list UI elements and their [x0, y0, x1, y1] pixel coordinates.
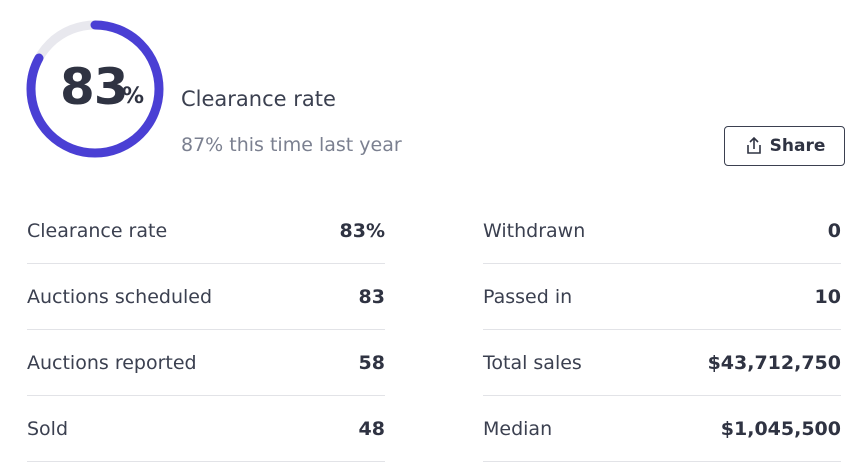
- stat-label: Passed in: [483, 285, 573, 308]
- gauge-value: 83: [60, 58, 129, 116]
- gauge: [26, 20, 164, 158]
- stat-value: 10: [814, 285, 841, 308]
- gauge-label: Clearance rate: [181, 87, 336, 111]
- stat-row: Withdrawn 0: [483, 198, 841, 264]
- share-button[interactable]: Share: [724, 126, 845, 166]
- stat-value: 0: [827, 219, 841, 242]
- stat-label: Withdrawn: [483, 219, 586, 242]
- stat-value: 58: [358, 351, 385, 374]
- stat-row: Auctions scheduled 83: [27, 264, 385, 330]
- stat-value: 83%: [339, 219, 385, 242]
- stat-label: Median: [483, 417, 553, 440]
- stat-value: 48: [358, 417, 385, 440]
- stat-value: $43,712,750: [707, 351, 841, 374]
- share-icon: [746, 136, 761, 154]
- stat-row: Sold 48: [27, 396, 385, 462]
- stat-label: Clearance rate: [27, 219, 168, 242]
- stat-label: Total sales: [483, 351, 582, 374]
- stat-label: Sold: [27, 417, 69, 440]
- stat-row: Total sales $43,712,750: [483, 330, 841, 396]
- stat-value: 83: [358, 285, 385, 308]
- gauge-unit: %: [122, 84, 145, 109]
- stat-row: Auctions reported 58: [27, 330, 385, 396]
- stat-label: Auctions reported: [27, 351, 197, 374]
- gauge-comparison: 87% this time last year: [181, 134, 402, 156]
- stat-value: $1,045,500: [720, 417, 841, 440]
- stat-row: Median $1,045,500: [483, 396, 841, 462]
- stat-row: Passed in 10: [483, 264, 841, 330]
- stat-label: Auctions scheduled: [27, 285, 213, 308]
- gauge-arc: [26, 20, 164, 158]
- stat-row: Clearance rate 83%: [27, 198, 385, 264]
- share-label: Share: [769, 136, 826, 156]
